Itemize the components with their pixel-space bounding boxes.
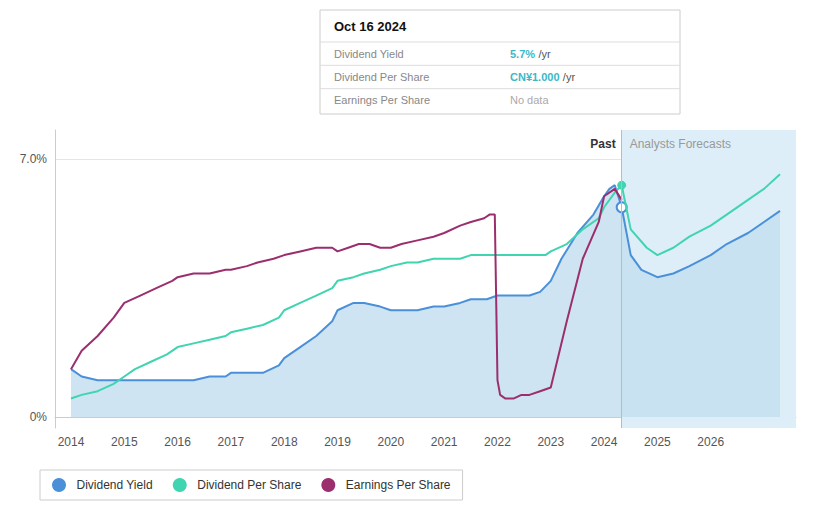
svg-text:/yr: /yr xyxy=(563,71,576,83)
svg-text:Earnings Per Share: Earnings Per Share xyxy=(346,478,451,492)
svg-text:2016: 2016 xyxy=(164,435,191,449)
svg-text:2018: 2018 xyxy=(271,435,298,449)
svg-text:Dividend Yield: Dividend Yield xyxy=(77,478,153,492)
svg-text:2022: 2022 xyxy=(484,435,511,449)
svg-text:2026: 2026 xyxy=(697,435,724,449)
svg-text:Dividend Per Share: Dividend Per Share xyxy=(334,71,429,83)
svg-text:0%: 0% xyxy=(30,410,48,424)
svg-text:/yr: /yr xyxy=(538,48,551,60)
svg-text:Past: Past xyxy=(590,137,615,151)
svg-text:5.7%: 5.7% xyxy=(510,48,535,60)
svg-text:No data: No data xyxy=(510,94,549,106)
svg-text:Dividend Yield: Dividend Yield xyxy=(334,48,404,60)
svg-text:CN¥1.000: CN¥1.000 xyxy=(510,71,560,83)
svg-text:Oct 16 2024: Oct 16 2024 xyxy=(334,19,407,34)
svg-text:Analysts Forecasts: Analysts Forecasts xyxy=(630,137,731,151)
svg-text:Dividend Per Share: Dividend Per Share xyxy=(197,478,301,492)
svg-text:Earnings Per Share: Earnings Per Share xyxy=(334,94,430,106)
svg-text:2014: 2014 xyxy=(58,435,85,449)
svg-text:2024: 2024 xyxy=(591,435,618,449)
svg-text:7.0%: 7.0% xyxy=(20,152,48,166)
svg-text:2020: 2020 xyxy=(377,435,404,449)
svg-text:2019: 2019 xyxy=(324,435,351,449)
svg-text:2015: 2015 xyxy=(111,435,138,449)
svg-text:2017: 2017 xyxy=(218,435,245,449)
svg-text:2025: 2025 xyxy=(644,435,671,449)
svg-text:2021: 2021 xyxy=(431,435,458,449)
svg-text:2023: 2023 xyxy=(537,435,564,449)
